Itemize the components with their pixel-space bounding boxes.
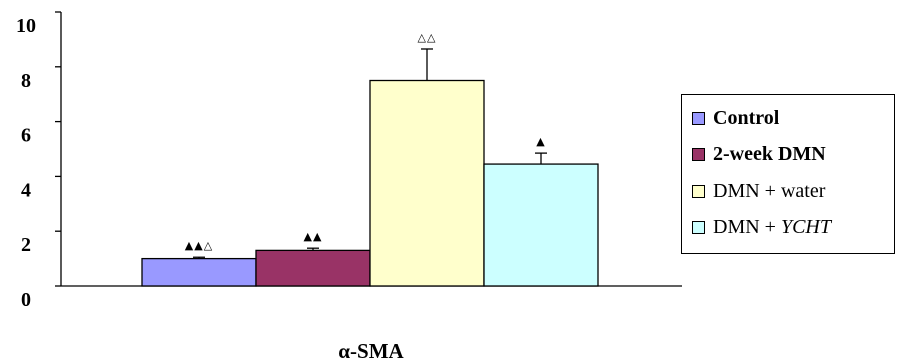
y-tick-label: 4 — [21, 179, 31, 201]
x-category-label: α-SMA — [338, 339, 404, 360]
significance-marker-3: ▲ — [536, 135, 545, 148]
legend-swatch-2-week-dmn — [692, 147, 705, 161]
bar-1 — [255, 249, 371, 287]
y-tick-label: 2 — [21, 234, 31, 256]
legend-swatch-dmn-water — [692, 184, 705, 198]
y-tick-label: 6 — [21, 125, 31, 147]
legend: Control 2-week DMN DMN + water DMN + YCH… — [681, 94, 895, 254]
bar-3 — [483, 163, 599, 287]
legend-label-dmn-ycht-prefix: DMN + — [713, 215, 781, 238]
significance-marker-2: △△ — [418, 31, 437, 44]
legend-item-2-week-dmn: 2-week DMN — [692, 141, 826, 167]
significance-marker-1: ▲▲ — [304, 230, 323, 243]
bar-2 — [369, 79, 485, 287]
y-tick-label: 8 — [21, 70, 31, 92]
legend-item-control: Control — [692, 105, 779, 131]
legend-label-2-week-dmn: 2-week DMN — [713, 142, 826, 165]
bar-0 — [141, 257, 257, 287]
legend-item-dmn-water: DMN + water — [692, 178, 825, 204]
y-tick-label: 10 — [16, 15, 36, 37]
legend-swatch-dmn-ycht — [692, 220, 705, 234]
legend-swatch-control — [692, 111, 705, 125]
legend-label-control: Control — [713, 106, 780, 129]
significance-marker-0: ▲▲△ — [185, 239, 213, 252]
legend-label-dmn-ycht-suffix: YCHT — [780, 215, 831, 238]
y-tick-label: 0 — [21, 289, 31, 311]
legend-label-dmn-water: DMN + water — [713, 179, 826, 202]
legend-item-dmn-ycht: DMN + YCHT — [692, 214, 831, 240]
